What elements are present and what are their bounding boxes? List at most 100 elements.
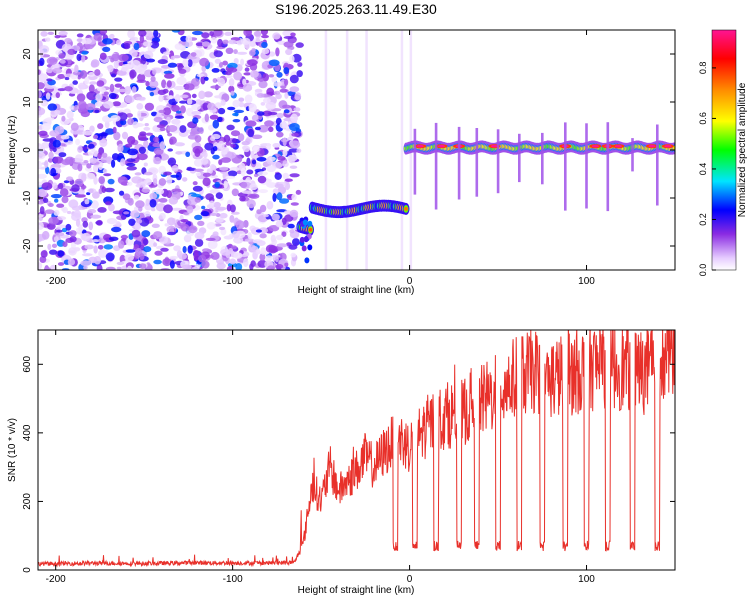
noise-blob (223, 180, 228, 189)
noise-blob (153, 136, 160, 143)
noise-blob (201, 32, 210, 39)
noise-blob (230, 90, 235, 96)
noise-blob (191, 267, 196, 270)
noise-blob (289, 229, 295, 234)
noise-blob (137, 110, 142, 119)
snr-panel: -200 -100 0 100 0 200 400 600 Height of straig… (7, 329, 676, 596)
noise-blob (285, 48, 293, 56)
noise-blob (171, 30, 181, 33)
noise-blob (209, 189, 221, 194)
noise-blob (48, 216, 59, 225)
noise-blob (267, 111, 278, 116)
noise-blob (164, 223, 170, 227)
noise-blob (249, 183, 258, 191)
noise-blob (194, 148, 201, 158)
noise-blob (187, 245, 193, 254)
noise-blob (88, 143, 95, 149)
x-tick-label: -200 (46, 574, 66, 585)
noise-blob (174, 43, 183, 50)
noise-blob (252, 145, 260, 153)
noise-blob (209, 114, 219, 120)
noise-blob (106, 156, 113, 165)
chart-title: S196.2025.263.11.49.E30 (275, 1, 437, 17)
noise-blob (194, 50, 203, 58)
noise-blob (191, 103, 202, 111)
noise-blob (209, 174, 218, 178)
noise-blob (232, 138, 238, 144)
noise-blob (256, 240, 266, 247)
band-spike (656, 124, 659, 206)
noise-blob (144, 171, 153, 176)
noise-blob (185, 35, 193, 43)
noise-blob (124, 95, 135, 104)
noise-blob (127, 30, 136, 39)
noise-blob (247, 128, 255, 138)
noise-blob (81, 232, 91, 242)
snr-y-label: SNR (10 * v/v) (7, 418, 18, 482)
noise-blob (99, 30, 108, 35)
noise-blob (93, 176, 98, 185)
noise-blob (176, 250, 183, 258)
noise-blob (53, 236, 59, 242)
noise-blob (200, 211, 210, 217)
noise-blob (232, 99, 240, 108)
noise-blob (185, 151, 191, 157)
noise-blob (84, 244, 94, 250)
noise-blob (96, 86, 106, 92)
noise-blob (112, 153, 119, 161)
noise-blob (273, 82, 283, 87)
noise-blob (66, 110, 74, 119)
noise-blob (113, 131, 121, 141)
noise-blob (169, 136, 177, 145)
weak-tail (303, 236, 309, 243)
noise-blob (282, 137, 287, 147)
noise-blob (262, 214, 269, 218)
noise-blob (179, 105, 186, 114)
noise-blob (135, 96, 146, 101)
noise-blob (69, 235, 77, 243)
noise-blob (180, 219, 189, 223)
noise-blob (130, 59, 141, 69)
noise-blob (124, 143, 133, 148)
noise-blob (227, 170, 238, 177)
band-spike (457, 126, 461, 200)
noise-blob (38, 173, 47, 179)
noise-blob (184, 129, 192, 133)
noise-blob (202, 248, 211, 253)
noise-blob (184, 83, 195, 91)
noise-blob (261, 41, 268, 49)
noise-blob (144, 123, 149, 127)
noise-blob (248, 49, 256, 57)
noise-blob (214, 181, 220, 188)
noise-blob (235, 263, 243, 270)
noise-blob (61, 227, 68, 233)
noise-blob (279, 198, 290, 204)
noise-blob (212, 30, 223, 37)
noise-blob (283, 41, 294, 48)
noise-blob (65, 223, 72, 231)
noise-blob (275, 264, 284, 269)
noise-blob (50, 167, 57, 177)
noise-blob (61, 115, 66, 122)
noise-blob (116, 70, 127, 76)
noise-blob (289, 165, 298, 169)
band-spike (631, 138, 634, 172)
x-tick-label: 0 (407, 276, 413, 287)
noise-blob (186, 55, 197, 60)
noise-blob (111, 226, 122, 233)
noise-blob (75, 218, 81, 227)
noise-blob (193, 158, 203, 167)
noise-blob (236, 51, 248, 55)
noise-blob (59, 59, 66, 64)
noise-blob (182, 246, 187, 253)
noise-blob (139, 263, 147, 269)
noise-blob (46, 67, 53, 74)
noise-blob (117, 143, 124, 153)
noise-blob (295, 42, 304, 48)
noise-blob (102, 168, 108, 174)
noise-blob (57, 88, 67, 92)
noise-blob (120, 234, 129, 240)
noise-blob (284, 262, 289, 267)
noise-blob (161, 79, 167, 89)
noise-blob (67, 48, 76, 56)
